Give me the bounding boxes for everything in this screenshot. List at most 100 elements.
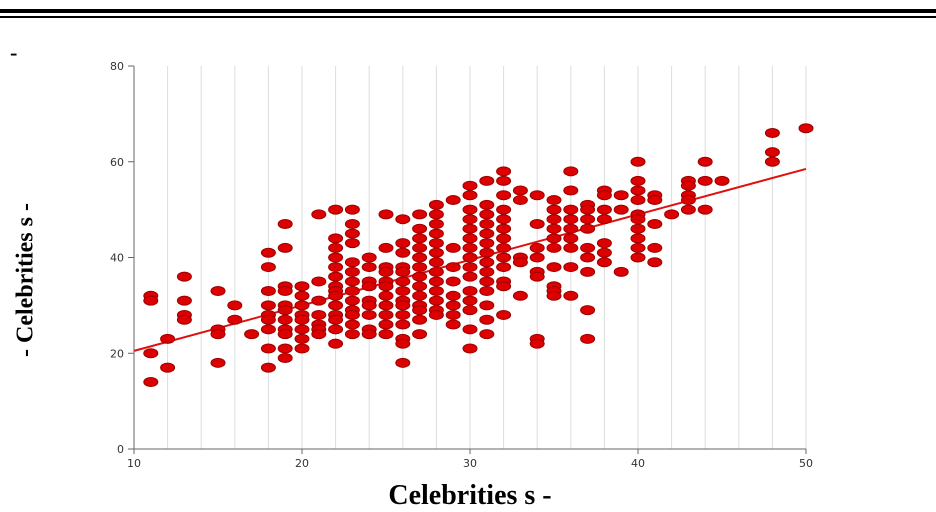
data-point [260,300,276,311]
tick-labels: 0 20 40 60 80 10 20 30 40 50 [110,60,813,470]
data-point [311,329,327,340]
data-point [378,329,394,340]
data-point [714,175,730,186]
data-point [277,286,293,297]
data-point [580,223,596,234]
data-point [697,204,713,215]
data-point [428,247,444,258]
data-point [378,309,394,320]
data-point [462,214,478,225]
data-point [647,257,663,268]
data-point [445,300,461,311]
data-point [479,228,495,239]
data-point [580,266,596,277]
data-point [260,262,276,273]
data-point [630,223,646,234]
data-point [210,357,226,368]
data-point [764,128,780,139]
data-point [328,290,344,301]
y-tick-label: 0 [117,443,124,456]
data-point [395,338,411,349]
data-point [613,190,629,201]
data-point [277,353,293,364]
data-point [563,233,579,244]
data-point [512,257,528,268]
data-point [412,271,428,282]
data-point [479,247,495,258]
data-point [680,204,696,215]
data-point [462,233,478,244]
data-point [529,242,545,253]
top-thick-rule [0,9,936,13]
data-point [647,242,663,253]
data-point [647,195,663,206]
data-point [563,166,579,177]
data-point [445,262,461,273]
data-point [260,247,276,258]
data-point [479,300,495,311]
data-point [596,204,612,215]
data-point [260,286,276,297]
data-point [479,238,495,249]
data-point [344,276,360,287]
data-point [529,218,545,229]
data-point [546,262,562,273]
data-point [529,338,545,349]
data-point [546,204,562,215]
data-point [647,218,663,229]
data-point [563,223,579,234]
data-point [529,190,545,201]
data-point [462,190,478,201]
data-point [764,147,780,158]
data-point [344,295,360,306]
data-point [344,319,360,330]
data-point [143,376,159,387]
data-point [395,357,411,368]
data-point [294,333,310,344]
data-point [496,223,512,234]
data-point [445,195,461,206]
data-point [428,228,444,239]
data-point [395,300,411,311]
x-tick-label: 40 [631,457,645,470]
data-point [512,195,528,206]
data-point [428,276,444,287]
data-point [378,242,394,253]
x-tick-label: 30 [463,457,477,470]
data-point [479,314,495,325]
data-point [378,300,394,311]
data-point [664,209,680,220]
data-point [445,309,461,320]
data-point [378,209,394,220]
corner-dash-mark: - [10,40,18,65]
data-point [277,218,293,229]
data-point [328,300,344,311]
data-point [395,309,411,320]
data-point [496,204,512,215]
data-point [260,324,276,335]
data-point [596,247,612,258]
data-point [563,290,579,301]
data-point [378,290,394,301]
data-point [764,156,780,167]
data-point [580,333,596,344]
data-point [630,185,646,196]
data-point [277,305,293,316]
data-point [361,309,377,320]
data-point [344,228,360,239]
data-point [479,175,495,186]
data-point [328,271,344,282]
data-point [328,233,344,244]
data-point [563,242,579,253]
data-point [328,338,344,349]
data-point [176,295,192,306]
data-point [496,233,512,244]
data-point [328,262,344,273]
data-point [479,329,495,340]
data-point [630,252,646,263]
data-point [344,266,360,277]
data-point [680,180,696,191]
data-point [697,175,713,186]
data-point [160,362,176,373]
data-point [563,204,579,215]
